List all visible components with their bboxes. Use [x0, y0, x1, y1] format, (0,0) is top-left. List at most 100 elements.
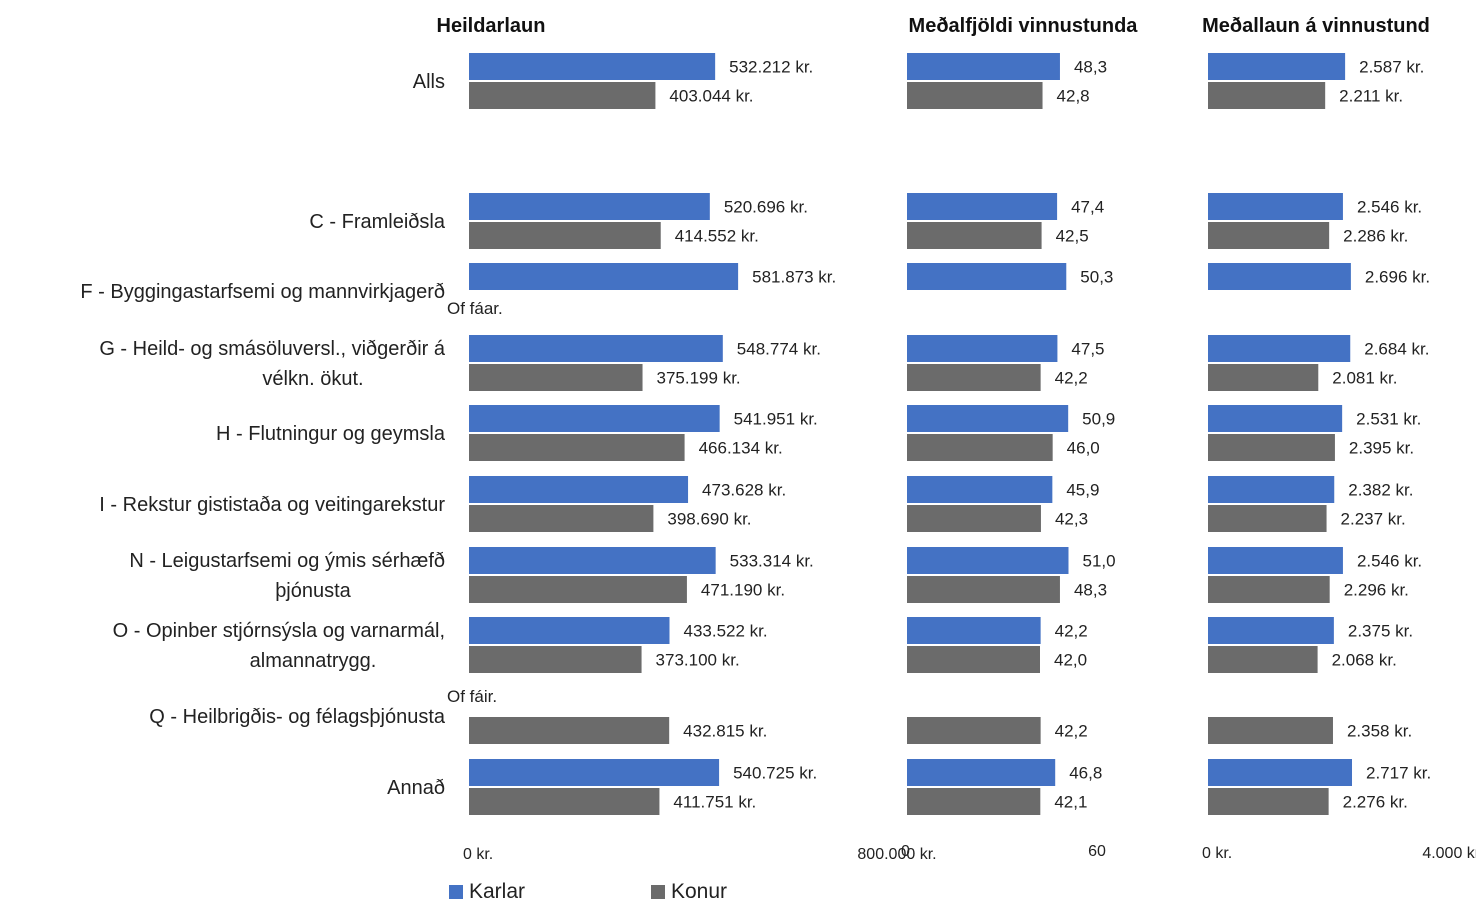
- bar-konur: [907, 788, 1041, 815]
- bar-konur: [1208, 434, 1335, 461]
- category-label: C - Framleiðsla: [309, 211, 445, 233]
- bar-konur: [907, 505, 1041, 532]
- data-label: 51,0: [1083, 552, 1116, 571]
- bar-karlar: [1208, 405, 1343, 432]
- bar-karlar: [907, 193, 1058, 220]
- bar-karlar: [1208, 263, 1351, 290]
- data-label: 2.375 kr.: [1348, 622, 1413, 641]
- data-label: 2.717 kr.: [1366, 764, 1431, 783]
- panel-title: Meðallaun á vinnustund: [1202, 15, 1430, 37]
- x-tick-label: 0: [901, 843, 910, 860]
- data-label: 520.696 kr.: [724, 198, 808, 217]
- bar-karlar: [907, 547, 1069, 574]
- data-label: 47,4: [1071, 198, 1104, 217]
- data-label: 2.696 kr.: [1365, 268, 1430, 287]
- data-label: 2.546 kr.: [1357, 198, 1422, 217]
- data-label: 45,9: [1066, 481, 1099, 500]
- bar-konur: [469, 222, 661, 249]
- panel-title: Meðalfjöldi vinnustunda: [909, 15, 1139, 37]
- bar-karlar: [1208, 193, 1343, 220]
- data-label: 42,2: [1055, 722, 1088, 741]
- data-label: 2.531 kr.: [1356, 410, 1421, 429]
- category-label: O - Opinber stjórnsýsla og varnarmál,: [113, 620, 445, 642]
- data-label: 42,2: [1055, 622, 1088, 641]
- bar-konur: [907, 717, 1041, 744]
- data-label: 532.212 kr.: [729, 58, 813, 77]
- data-label: 42,8: [1057, 87, 1090, 106]
- bar-konur: [469, 646, 642, 673]
- bar-karlar: [469, 547, 716, 574]
- bar-konur: [469, 434, 685, 461]
- x-tick-label: 60: [1088, 843, 1106, 860]
- data-label: 581.873 kr.: [752, 268, 836, 287]
- data-label: 50,9: [1082, 410, 1115, 429]
- note-too-few-women: Of fáar.: [447, 299, 503, 318]
- category-label: Q - Heilbrigðis- og félagsþjónusta: [149, 706, 446, 728]
- data-label: 47,5: [1071, 340, 1104, 359]
- bar-karlar: [1208, 53, 1346, 80]
- data-label: 466.134 kr.: [699, 439, 783, 458]
- data-label: 2.587 kr.: [1359, 58, 1424, 77]
- data-label: 50,3: [1080, 268, 1113, 287]
- bar-konur: [907, 434, 1053, 461]
- data-label: 2.276 kr.: [1343, 793, 1408, 812]
- bar-konur: [1208, 364, 1319, 391]
- data-label: 2.068 kr.: [1332, 651, 1397, 670]
- bar-karlar: [469, 193, 710, 220]
- bar-konur: [907, 646, 1040, 673]
- bar-karlar: [1208, 476, 1335, 503]
- data-label: 42,1: [1054, 793, 1087, 812]
- data-label: 373.100 kr.: [656, 651, 740, 670]
- bar-karlar: [907, 53, 1060, 80]
- data-label: 48,3: [1074, 58, 1107, 77]
- category-label: I - Rekstur gististaða og veitingarekstu…: [99, 494, 445, 516]
- data-label: 398.690 kr.: [667, 510, 751, 529]
- data-label: 548.774 kr.: [737, 340, 821, 359]
- bar-konur: [469, 505, 654, 532]
- data-label: 2.211 kr.: [1339, 87, 1403, 106]
- data-label: 414.552 kr.: [675, 227, 759, 246]
- bar-karlar: [469, 405, 720, 432]
- data-label: 46,0: [1067, 439, 1100, 458]
- bar-konur: [469, 717, 670, 744]
- category-label: Annað: [387, 777, 445, 799]
- data-label: 471.190 kr.: [701, 581, 785, 600]
- bar-konur: [1208, 576, 1330, 603]
- bar-karlar: [907, 263, 1067, 290]
- data-label: 473.628 kr.: [702, 481, 786, 500]
- note-too-few-men: Of fáir.: [447, 687, 497, 706]
- data-label: 375.199 kr.: [657, 369, 741, 388]
- bar-karlar: [469, 759, 720, 786]
- bar-karlar: [469, 263, 739, 290]
- bar-karlar: [907, 335, 1058, 362]
- bar-konur: [469, 576, 687, 603]
- data-label: 2.286 kr.: [1343, 227, 1408, 246]
- category-label: vélkn. ökut.: [262, 368, 363, 390]
- bar-konur: [907, 576, 1060, 603]
- bar-karlar: [907, 617, 1041, 644]
- legend-label-konur: Konur: [671, 880, 728, 903]
- data-label: 2.237 kr.: [1341, 510, 1406, 529]
- data-label: 533.314 kr.: [730, 552, 814, 571]
- data-label: 2.382 kr.: [1348, 481, 1413, 500]
- data-label: 42,3: [1055, 510, 1088, 529]
- bar-konur: [1208, 505, 1327, 532]
- bar-konur: [907, 222, 1042, 249]
- data-label: 2.546 kr.: [1357, 552, 1422, 571]
- category-label: Alls: [413, 71, 445, 93]
- bar-konur: [469, 82, 656, 109]
- bar-konur: [1208, 717, 1333, 744]
- data-label: 2.358 kr.: [1347, 722, 1412, 741]
- data-label: 411.751 kr.: [673, 793, 756, 812]
- data-label: 2.684 kr.: [1364, 340, 1429, 359]
- data-label: 403.044 kr.: [669, 87, 753, 106]
- bar-karlar: [1208, 759, 1353, 786]
- data-label: 433.522 kr.: [684, 622, 768, 641]
- data-label: 46,8: [1069, 764, 1102, 783]
- data-label: 48,3: [1074, 581, 1107, 600]
- bar-konur: [1208, 788, 1329, 815]
- data-label: 541.951 kr.: [734, 410, 818, 429]
- bar-karlar: [469, 335, 723, 362]
- bar-karlar: [469, 476, 689, 503]
- legend-swatch-karlar: [449, 885, 463, 899]
